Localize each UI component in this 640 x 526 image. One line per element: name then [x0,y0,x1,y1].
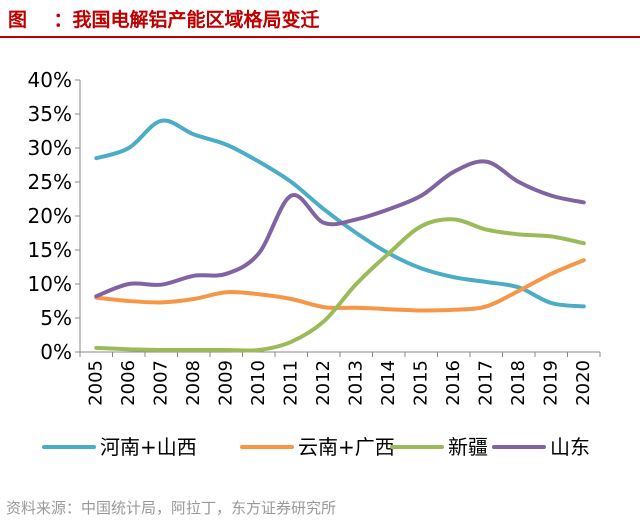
x-tick-label: 2006 [118,360,139,406]
x-tick-label: 2008 [183,360,204,406]
x-tick-label: 2019 [540,360,561,406]
x-tick-label: 2007 [150,360,171,406]
y-tick-label: 10% [28,272,72,296]
source-note: 资料来源：中国统计局，阿拉丁，东方证券研究所 [6,499,337,517]
series-line-3 [94,217,586,353]
legend-label-1: 河南+山西 [100,435,197,459]
x-tick-label: 2011 [280,360,301,406]
legend-label-3: 新疆 [448,435,488,459]
series-line-1 [94,118,586,309]
x-tick-label: 2017 [475,360,496,406]
y-tick-label: 30% [28,136,72,160]
x-tick-label: 2015 [410,360,431,406]
legend-label-4: 山东 [550,435,590,459]
y-tick-label: 15% [28,238,72,262]
x-tick-label: 2014 [378,360,399,406]
x-tick-label: 2010 [248,360,269,406]
y-tick-label: 0% [40,340,72,364]
y-tick-label: 35% [28,102,72,126]
chart-title: 图 ：我国电解铝产能区域格局变迁 [8,2,319,34]
x-tick-label: 2013 [345,360,366,406]
x-tick-label: 2018 [508,360,529,406]
series-line-2 [94,258,586,313]
x-tick-label: 2005 [85,360,106,406]
legend-label-2: 云南+广西 [298,435,395,459]
x-tick-label: 2016 [443,360,464,406]
x-tick-label: 2009 [215,360,236,406]
y-tick-label: 20% [28,204,72,228]
series-line-4 [94,159,586,299]
title-divider [0,36,640,38]
x-tick-label: 2020 [573,360,594,406]
y-tick-label: 25% [28,170,72,194]
y-tick-label: 40% [28,68,72,92]
y-tick-label: 5% [40,306,72,330]
x-tick-label: 2012 [313,360,334,406]
chart-title-text: 图 ：我国电解铝产能区域格局变迁 [8,8,320,31]
